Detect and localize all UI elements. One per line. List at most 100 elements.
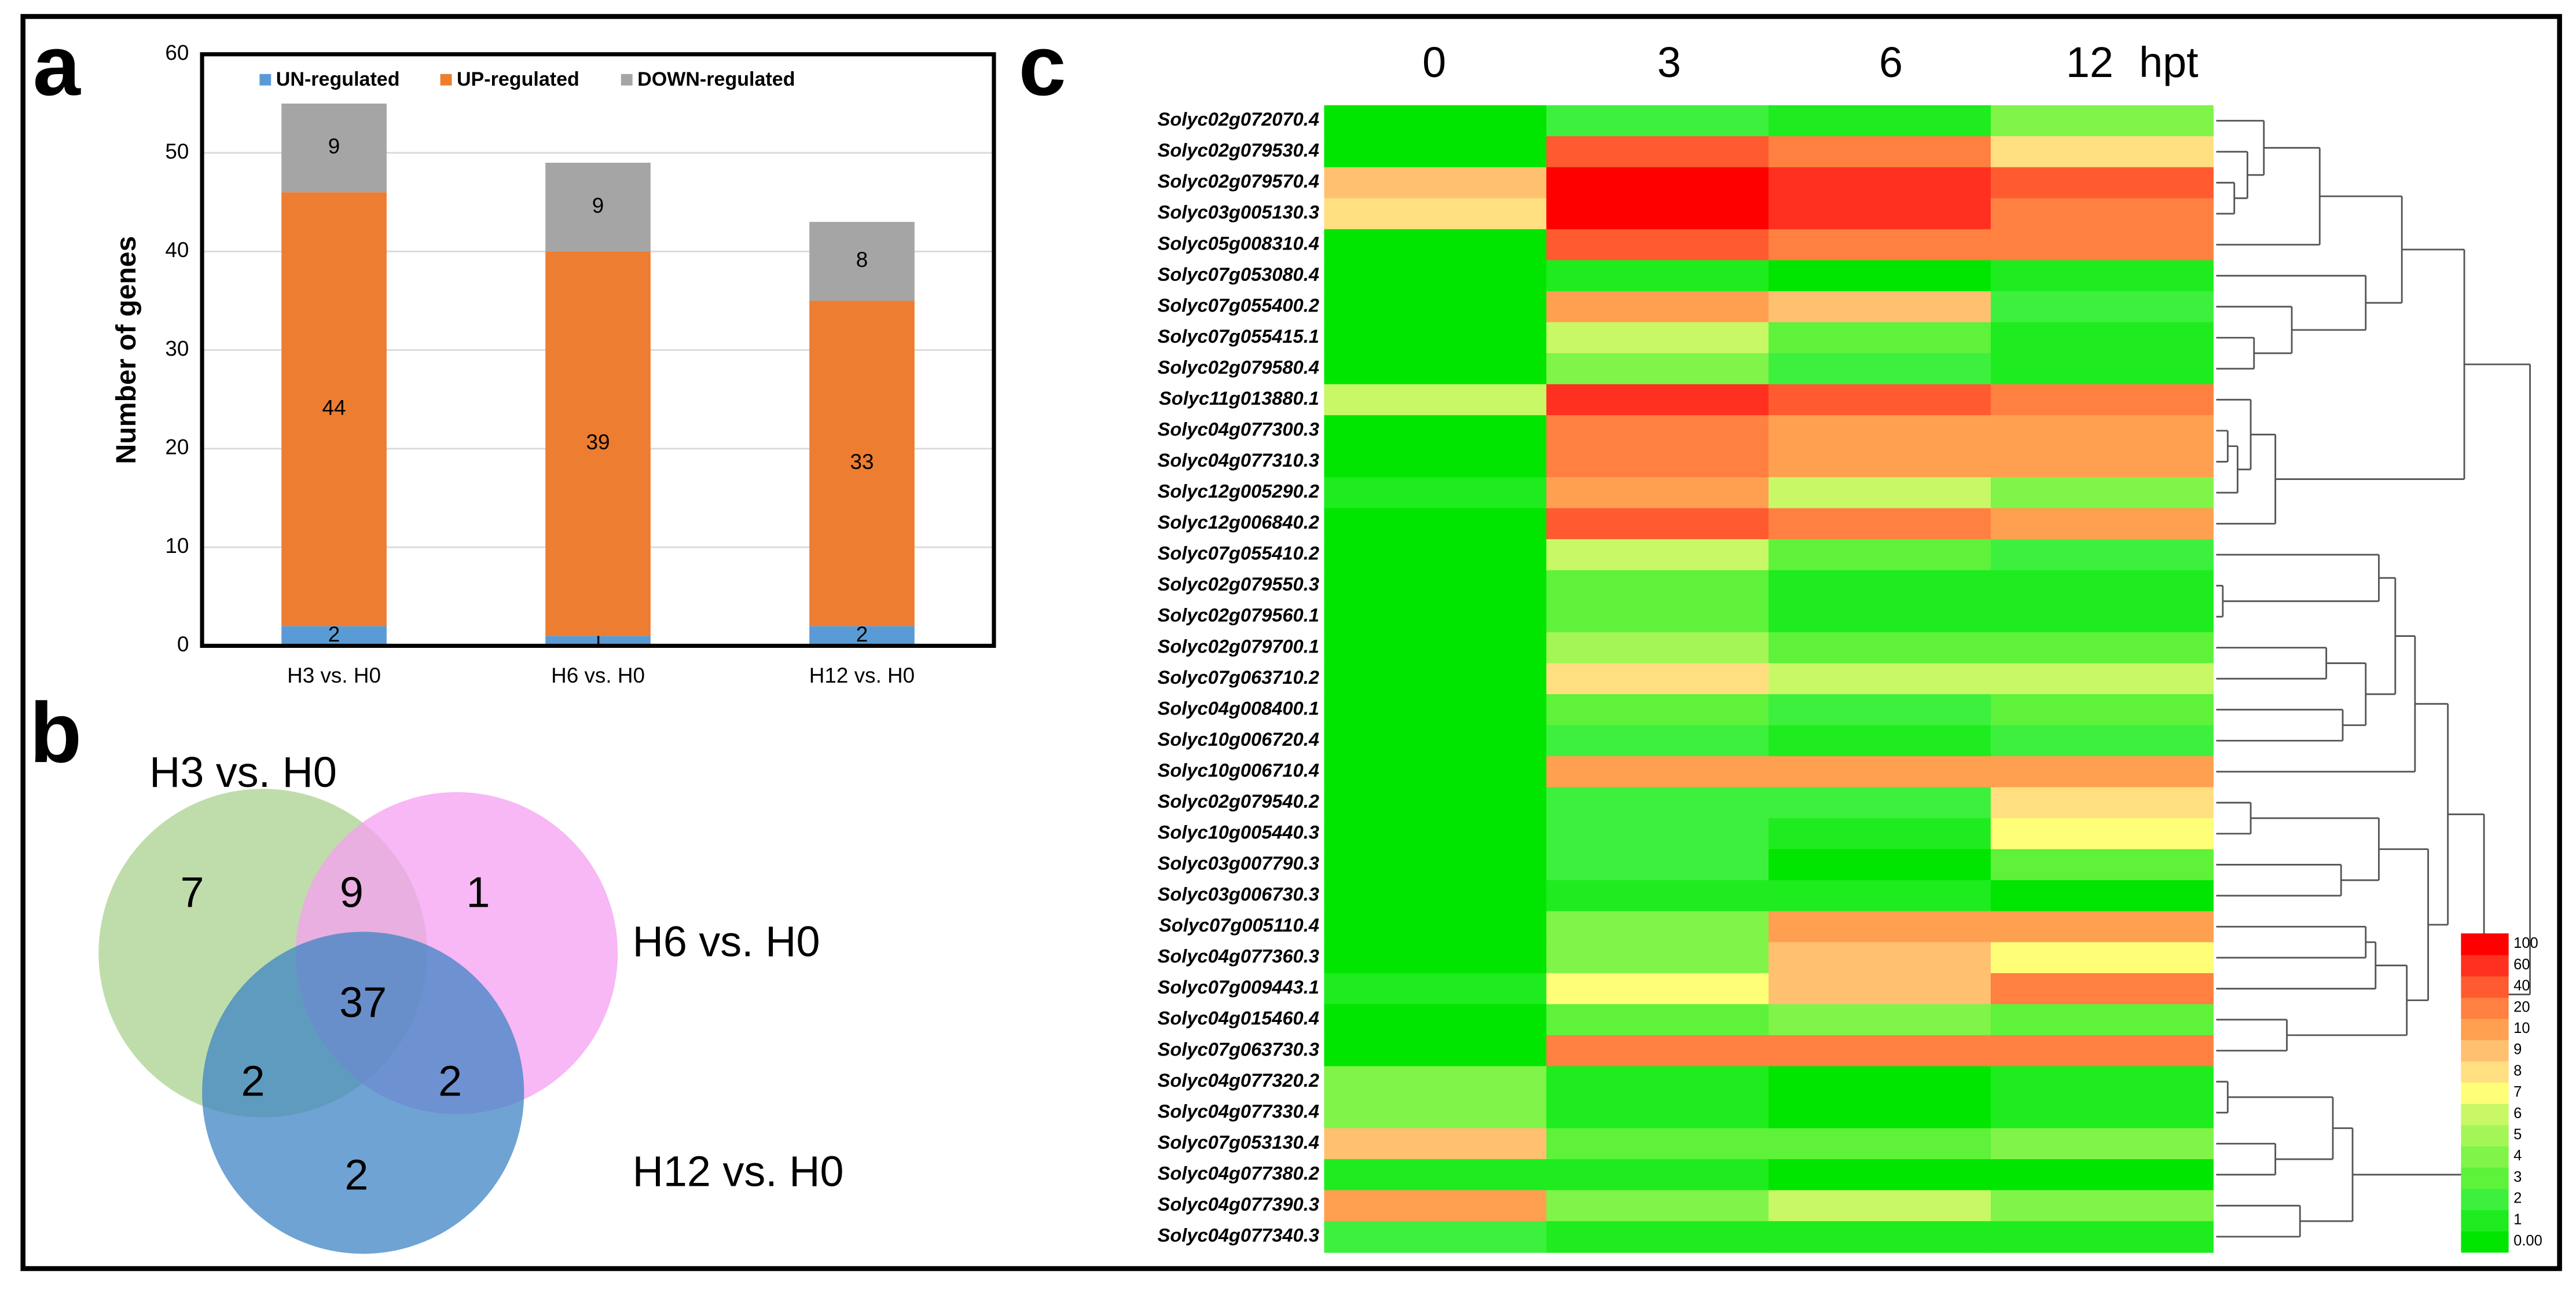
colorbar-swatch	[2461, 1167, 2509, 1189]
heatmap-cell	[1546, 818, 1770, 850]
heatmap-cell	[1546, 353, 1770, 385]
colorbar-swatch	[2461, 1210, 2509, 1232]
heatmap-cell	[1546, 539, 1770, 571]
data-label: 8	[856, 248, 868, 272]
heatmap-cell	[1990, 1190, 2214, 1222]
heatmap-cell	[1324, 1035, 1547, 1067]
heatmap-cell	[1324, 105, 1547, 137]
heatmap-cell	[1768, 1004, 1992, 1036]
colorbar-label: 6	[2513, 1105, 2522, 1122]
colorbar-label: 20	[2513, 999, 2530, 1015]
bar-segment	[545, 251, 651, 636]
heatmap-cell	[1546, 942, 1770, 974]
heatmap-cell	[1546, 787, 1770, 819]
row-label: Solyc12g005290.2	[1158, 481, 1319, 502]
heatmap-cell	[1324, 787, 1547, 819]
data-label: 33	[850, 450, 874, 474]
colorbar-swatch	[2461, 1230, 2509, 1253]
heatmap-cell	[1546, 632, 1770, 664]
colorbar-label: 3	[2513, 1169, 2522, 1185]
y-tick-label: 40	[165, 238, 189, 262]
heatmap-cell	[1546, 1066, 1770, 1098]
row-label: Solyc04g015460.4	[1158, 1007, 1319, 1029]
heatmap-cell	[1546, 1004, 1770, 1036]
row-label: Solyc11g013880.1	[1159, 387, 1319, 409]
heatmap-cell	[1546, 973, 1770, 1005]
colorbar-swatch	[2461, 1103, 2509, 1126]
heatmap-cell	[1990, 570, 2214, 602]
row-label: Solyc07g055400.2	[1158, 294, 1319, 316]
colorbar-label: 2	[2513, 1190, 2522, 1207]
colorbar-swatch	[2461, 1188, 2509, 1211]
heatmap-cell	[1324, 167, 1547, 199]
heatmap-cell	[1990, 849, 2214, 881]
heatmap-cell	[1546, 1097, 1770, 1129]
colorbar-label: 40	[2513, 978, 2530, 994]
column-label: 6	[1879, 38, 1903, 86]
heatmap-cell	[1990, 632, 2214, 664]
venn-set	[202, 932, 524, 1254]
panel-label: a	[33, 18, 81, 113]
heatmap-cell	[1324, 136, 1547, 168]
heatmap-cell	[1546, 570, 1770, 602]
bar-segment	[809, 626, 915, 646]
column-label: 3	[1657, 38, 1681, 86]
heatmap-cell	[1990, 1221, 2214, 1253]
column-unit: hpt	[2139, 38, 2199, 86]
heatmap-cell	[1990, 663, 2214, 695]
heatmap-cell	[1324, 570, 1547, 602]
heatmap-cell	[1990, 477, 2214, 509]
venn-region-count: 2	[241, 1057, 265, 1105]
heatmap-cell	[1990, 911, 2214, 943]
heatmap-cell	[1546, 167, 1770, 199]
heatmap-cell	[1768, 353, 1992, 385]
colorbar-swatch	[2461, 1082, 2509, 1104]
colorbar-label: 4	[2513, 1148, 2522, 1164]
legend-swatch	[259, 74, 271, 86]
row-label: Solyc04g077310.3	[1158, 449, 1319, 471]
plot-frame	[200, 52, 996, 648]
heatmap-cell	[1324, 601, 1547, 633]
heatmap-cell	[1324, 353, 1547, 385]
heatmap-cell	[1768, 1221, 1992, 1253]
colorbar-label: 8	[2513, 1062, 2522, 1079]
heatmap-cell	[1768, 167, 1992, 199]
row-label: Solyc04g077320.2	[1158, 1069, 1319, 1091]
heatmap-cell	[1990, 1066, 2214, 1098]
heatmap-cell	[1324, 973, 1547, 1005]
venn-region-count: 7	[181, 868, 204, 916]
heatmap-cell	[1990, 353, 2214, 385]
heatmap-cell	[1990, 880, 2214, 912]
row-label: Solyc02g079570.4	[1158, 170, 1319, 192]
heatmap-cell	[1768, 1159, 1992, 1191]
colorbar-label: 5	[2513, 1127, 2522, 1143]
heatmap-cell	[1768, 818, 1992, 850]
colorbar-label: 60	[2513, 956, 2530, 973]
heatmap-cell	[1546, 880, 1770, 912]
row-label: Solyc04g077380.2	[1158, 1162, 1319, 1183]
y-tick-label: 50	[165, 140, 189, 163]
heatmap-cell	[1324, 477, 1547, 509]
heatmap-cell	[1768, 260, 1992, 292]
heatmap-cell	[1768, 942, 1992, 974]
bar-segment	[545, 636, 651, 646]
row-label: Solyc03g006730.3	[1158, 884, 1319, 905]
row-label: Solyc07g055410.2	[1158, 543, 1319, 564]
bar-segment	[809, 300, 915, 626]
heatmap-cell	[1768, 508, 1992, 540]
heatmap-cell	[1990, 1035, 2214, 1067]
heatmap-cell	[1546, 911, 1770, 943]
data-label: 9	[328, 134, 340, 158]
heatmap-cell	[1324, 415, 1547, 447]
bar-segment	[281, 192, 387, 626]
column-label: 0	[1422, 38, 1446, 86]
legend-label: DOWN-regulated	[637, 68, 795, 90]
bar-segment	[809, 222, 915, 301]
colorbar-swatch	[2461, 1124, 2509, 1146]
row-label: Solyc07g055415.1	[1158, 325, 1319, 347]
row-label: Solyc07g005110.4	[1159, 914, 1319, 936]
heatmap-cell	[1990, 446, 2214, 478]
row-label: Solyc07g063710.2	[1158, 666, 1319, 688]
heatmap-cell	[1990, 973, 2214, 1005]
heatmap-cell	[1990, 415, 2214, 447]
